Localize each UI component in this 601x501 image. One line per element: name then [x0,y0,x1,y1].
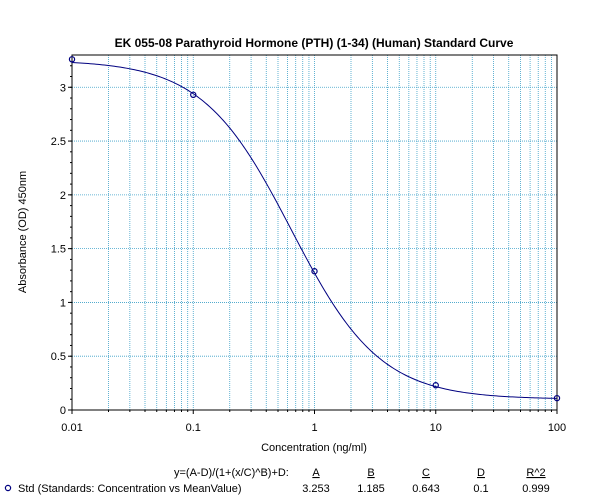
fit-param-header: B [367,467,374,479]
axis-ticks [68,65,558,414]
data-point [190,91,197,99]
fit-param-value: 0.1 [473,483,488,495]
y-tick-label: 2 [60,190,66,202]
fit-param-value: 0.999 [522,483,550,495]
fit-param-value: 3.253 [302,483,330,495]
x-tick-label: 10 [430,422,442,434]
y-tick-label: 1.5 [51,244,66,256]
data-points [68,56,561,402]
data-point [553,394,561,402]
x-tick-labels: 0.01 0.1 1 10 100 [61,422,566,434]
fit-param-values: 3.253 1.185 0.643 0.1 0.999 [302,483,550,495]
x-tick-label: 1 [311,422,317,434]
chart-title: EK 055-08 Parathyroid Hormone (PTH) (1-3… [115,36,514,50]
fit-equation: y=(A-D)/(1+(x/C)^B)+D: [174,467,289,479]
y-tick-label: 3 [60,82,66,94]
data-point [432,382,439,389]
y-tick-label: 2.5 [51,136,66,148]
data-point [311,268,318,275]
x-tick-label: 100 [548,422,566,434]
y-tick-label: 1 [60,297,66,309]
y-tick-label: 0.5 [51,351,66,363]
fit-param-headers: A B C D R^2 [312,467,545,479]
fit-param-header: D [477,467,485,479]
fit-param-value: 1.185 [357,483,385,495]
legend-series-name: Std (Standards: Concentration vs MeanVal… [18,483,242,495]
plot-area-frame [71,54,558,411]
fit-param-header: R^2 [526,467,545,479]
fit-param-value: 0.643 [412,483,440,495]
y-axis-label: Absorbance (OD) 450nm [17,171,29,293]
y-tick-labels: 0 0.5 1 1.5 2 2.5 3 [51,82,66,417]
fit-param-header: C [422,467,430,479]
gridlines [72,55,557,410]
x-tick-label: 0.01 [61,422,82,434]
fit-param-header: A [312,467,320,479]
legend-marker [4,484,12,492]
x-axis-label: Concentration (ng/ml) [261,442,367,454]
y-tick-label: 0 [60,405,66,417]
data-point [68,56,76,63]
x-tick-label: 0.1 [186,422,201,434]
fit-curve [71,61,558,399]
